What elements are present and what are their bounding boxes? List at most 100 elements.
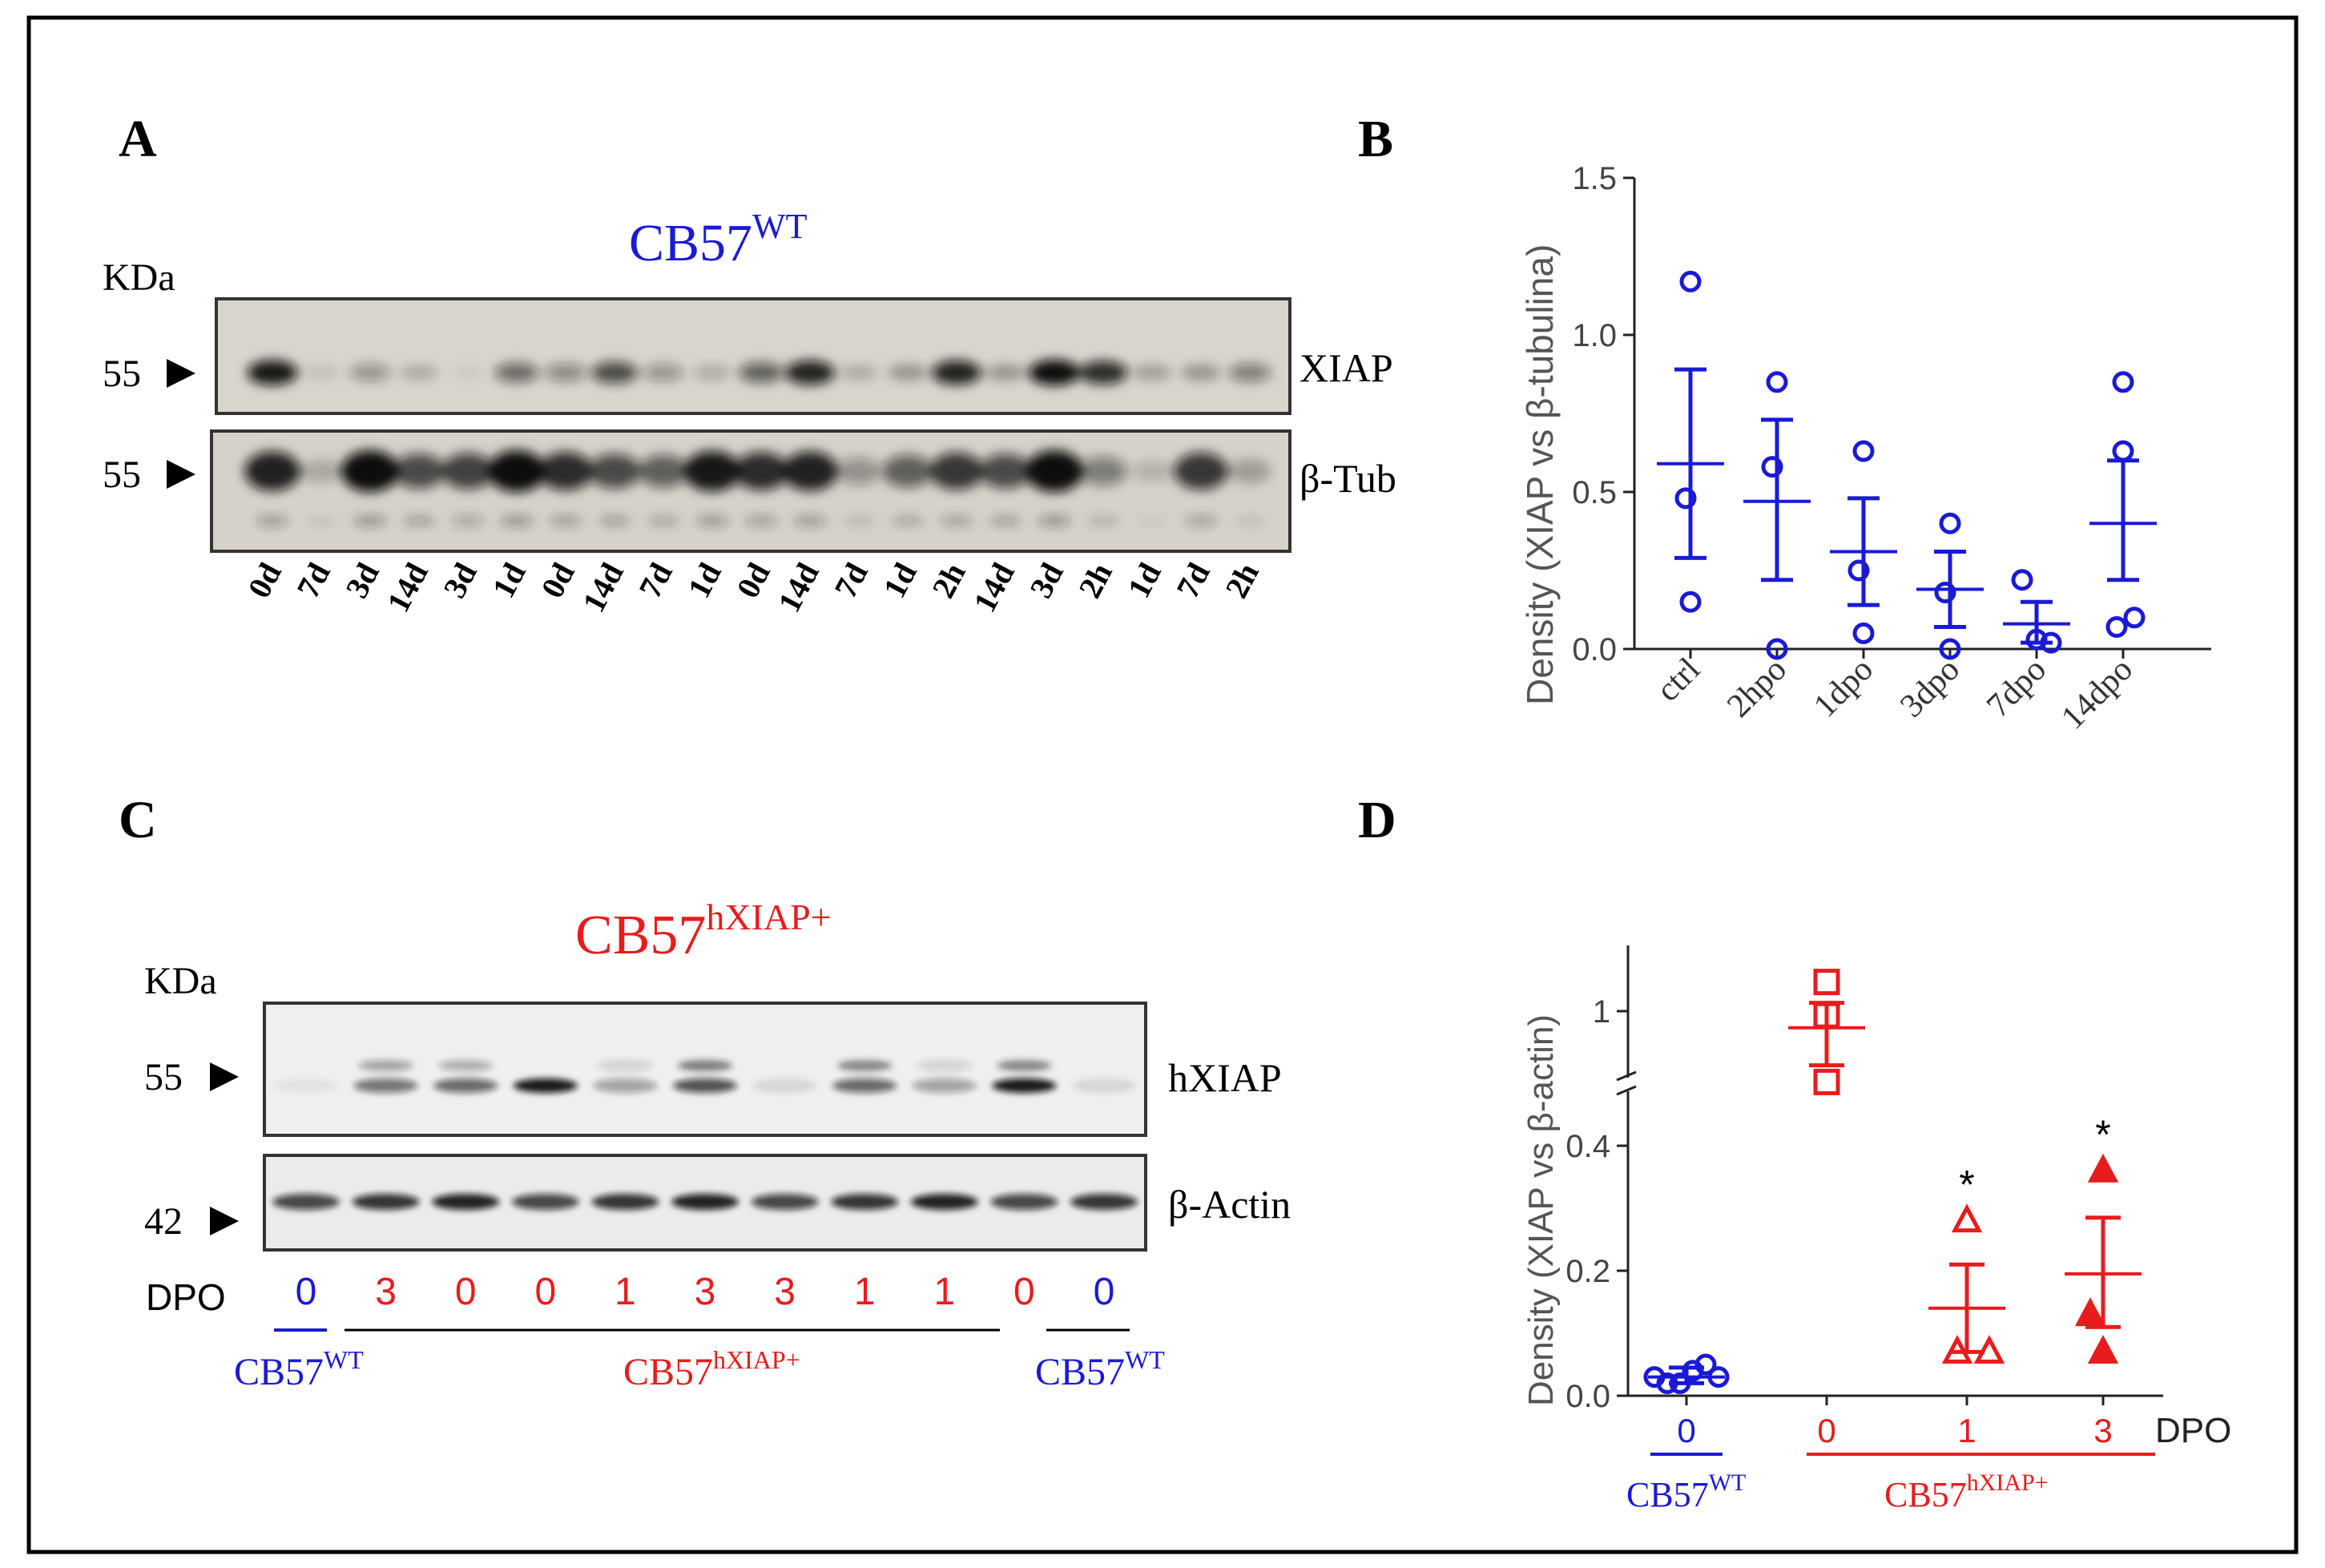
- data-point: [1707, 1366, 1730, 1389]
- y-tick-label: 0.2: [1565, 1254, 1610, 1289]
- blot-band: [393, 453, 445, 489]
- band-label-tub: β-Tub: [1300, 456, 1396, 501]
- blot-band: [1181, 364, 1221, 381]
- blot-band: [1025, 450, 1083, 492]
- blot-band: [303, 365, 340, 380]
- data-point: [1973, 1335, 2005, 1364]
- blot-band: [501, 517, 533, 525]
- blot-band: [403, 517, 435, 525]
- data-point: [2087, 1335, 2119, 1364]
- blot-band: [932, 360, 981, 385]
- panel-c-dpo-label: DPO: [146, 1276, 226, 1318]
- blot-band: [1228, 363, 1271, 382]
- blot-band: [831, 1194, 899, 1210]
- blot-band: [751, 1194, 819, 1210]
- marker-a-xiap-arrow-icon: [167, 359, 195, 388]
- blot-band: [488, 450, 546, 492]
- blot-band: [305, 517, 337, 525]
- dpo-value: 3: [774, 1271, 796, 1313]
- data-point: [2011, 569, 2033, 591]
- blot-band: [274, 1078, 338, 1093]
- blot-band: [929, 452, 984, 490]
- group-c-left-sup: WT: [324, 1345, 364, 1374]
- y-tick-label: 0.5: [1572, 475, 1617, 510]
- blot-band: [638, 454, 689, 488]
- group-d-wt-sup: WT: [1709, 1469, 1747, 1496]
- blot-band: [538, 452, 594, 490]
- blot-a-tub-bands: [244, 450, 1271, 525]
- marker-a-tub: 55: [103, 453, 141, 496]
- data-point: [1852, 440, 1875, 462]
- y-tick-label: 1.0: [1572, 318, 1617, 353]
- data-point: [2123, 607, 2146, 629]
- x-tick-label: 0: [1677, 1412, 1695, 1449]
- dpo-value: 3: [695, 1271, 716, 1313]
- group-c-right-main: CB57: [1035, 1351, 1125, 1393]
- panel-c-kda-label: KDa: [144, 960, 217, 1002]
- panel-d-ylabel: Density (XIAP vs β-actin): [1521, 1014, 1561, 1406]
- blot-band: [441, 453, 494, 490]
- blot-a-xiap: [215, 297, 1291, 415]
- group-d-wt: CB57WT: [1626, 1469, 1746, 1514]
- blot-band: [752, 1078, 817, 1093]
- blot-c-actin-bands: [272, 1194, 1138, 1210]
- panel-a-title-main: CB57: [629, 214, 752, 272]
- blot-band: [593, 1078, 658, 1093]
- dpo-value: 0: [455, 1271, 477, 1313]
- band-label-xiap: XIAP: [1300, 345, 1393, 390]
- group-c-right-sup: WT: [1125, 1345, 1165, 1374]
- data-point: [2105, 616, 2128, 639]
- blot-band: [352, 1194, 420, 1210]
- blot-band: [449, 365, 486, 380]
- blot-band: [739, 362, 784, 383]
- y-tick-label: 1.5: [1572, 161, 1617, 196]
- marker-c-hxiap-arrow-icon: [210, 1062, 239, 1091]
- panel-c-title: CB57hXIAP+: [575, 897, 832, 966]
- group-c-mid-main: CB57: [623, 1351, 713, 1393]
- blot-band: [917, 1060, 972, 1071]
- blot-band: [1038, 517, 1070, 525]
- data-point: [1852, 622, 1875, 644]
- blot-band: [673, 1078, 737, 1093]
- blot-band: [341, 450, 399, 492]
- data-point: [1848, 559, 1870, 582]
- blot-band: [1029, 360, 1080, 385]
- data-point: [2040, 631, 2062, 654]
- blot-band: [272, 1194, 340, 1210]
- figure-frame: [26, 15, 2299, 1554]
- blot-band: [353, 1078, 418, 1093]
- data-point: [1941, 1335, 1973, 1364]
- data-point: [1766, 371, 1788, 393]
- blot-band: [1132, 365, 1172, 381]
- blot-band: [1070, 1194, 1138, 1210]
- data-point: [1694, 1353, 1717, 1376]
- blot-band: [550, 517, 582, 525]
- panel-c-title-sup: hXIAP+: [706, 897, 831, 937]
- blot-band: [598, 517, 631, 525]
- data-point: [1813, 1002, 1840, 1029]
- x-tick-label: 3: [2093, 1412, 2112, 1449]
- data-point: [1674, 487, 1697, 510]
- group-d-hx: CB57hXIAP+: [1884, 1469, 2049, 1514]
- blot-band: [1136, 517, 1168, 525]
- y-tick-label: 1: [1593, 994, 1610, 1030]
- panel-b-letter: B: [1358, 110, 1393, 168]
- panel-a-letter: A: [119, 110, 157, 168]
- blot-band: [1185, 517, 1217, 525]
- blot-band: [678, 1060, 732, 1071]
- group-c-mid-sup: hXIAP+: [713, 1345, 800, 1374]
- group-d-wt-main: CB57: [1626, 1475, 1709, 1514]
- chart-d: 0.0 0.2 0.4 1 0 0 1 * 3 *: [1565, 945, 2163, 1449]
- group-c-right: CB57WT: [1035, 1345, 1165, 1393]
- data-point: [1679, 270, 1702, 292]
- blot-band: [1131, 459, 1173, 483]
- data-point: [1813, 1068, 1840, 1095]
- blot-band: [989, 517, 1021, 525]
- significance-star: *: [1959, 1163, 1974, 1207]
- blot-band: [837, 1060, 893, 1071]
- blot-band: [843, 517, 875, 525]
- panel-c-letter: C: [119, 791, 157, 849]
- dpo-value: 1: [854, 1271, 876, 1313]
- panel-d-letter: D: [1358, 791, 1396, 849]
- blot-band: [979, 453, 1032, 489]
